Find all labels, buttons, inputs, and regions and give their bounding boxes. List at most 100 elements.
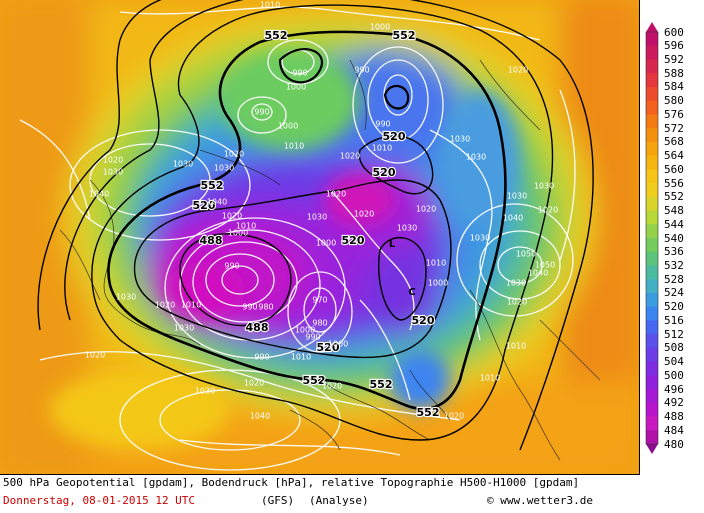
legend-swatch <box>646 224 658 239</box>
legend-outline <box>645 31 659 445</box>
pressure-label: 1000 <box>286 83 306 92</box>
pressure-label: 990 <box>354 66 369 75</box>
valid-date: Donnerstag, 08-01-2015 12 UTC <box>3 494 196 507</box>
pressure-label: 1010 <box>284 142 304 151</box>
legend-swatch <box>646 361 658 376</box>
legend-value: 500 <box>664 368 684 382</box>
pressure-label: 1010 <box>426 259 446 268</box>
pressure-label: 1020 <box>224 150 244 159</box>
pressure-label: 1000 <box>278 122 298 131</box>
legend-swatch <box>646 389 658 404</box>
caption: 500 hPa Geopotential [gpdam], Bodendruck… <box>0 475 704 513</box>
pressure-label: 1040 <box>207 198 227 207</box>
legend-swatch <box>646 86 658 102</box>
pressure-label: 1030 <box>307 213 327 222</box>
pressure-label: 1010 <box>291 353 311 362</box>
legend-arrow-down-icon <box>646 444 658 454</box>
pressure-label: 990 <box>242 303 257 312</box>
caption-info: Donnerstag, 08-01-2015 12 UTC (GFS) (Ana… <box>3 494 593 507</box>
low-marker: C <box>408 287 415 298</box>
pressure-label: 1030 <box>174 324 194 333</box>
legend-value: 592 <box>664 52 684 66</box>
isobars <box>19 6 576 471</box>
height-label: 552 <box>393 29 416 42</box>
pressure-label: 1030 <box>466 153 486 162</box>
run-type: (Analyse) <box>309 494 369 507</box>
coastlines <box>59 59 601 461</box>
height-label: 552 <box>370 378 393 391</box>
legend-value: 508 <box>664 341 684 355</box>
legend-swatch <box>646 128 658 143</box>
pressure-label: 990 <box>292 69 307 78</box>
height-label: 488 <box>200 234 223 247</box>
height-label: 488 <box>246 321 269 334</box>
legend-value: 556 <box>664 176 684 190</box>
legend-swatch <box>646 320 658 335</box>
legend-arrow-up-icon <box>646 22 658 32</box>
pressure-label: 1020 <box>538 206 558 215</box>
map-canvas: 552 552 552 520 520 520 520 520 520 488 488 552 552 5… <box>0 0 639 474</box>
height-label: 520 <box>317 341 340 354</box>
pressure-label: 1020 <box>508 66 528 75</box>
legend-swatch <box>646 141 658 157</box>
model-name: (GFS) <box>261 494 295 507</box>
legend-swatch <box>646 155 658 170</box>
legend-value: 600 <box>664 25 684 39</box>
legend-value: 572 <box>664 121 684 135</box>
height-label: 520 <box>373 166 396 179</box>
pressure-label: 1040 <box>250 412 270 421</box>
height-label: 552 <box>303 374 326 387</box>
height-label: 552 <box>265 29 288 42</box>
pressure-label: 1030 <box>116 293 136 302</box>
legend-swatch <box>646 238 658 253</box>
legend-bar <box>645 22 659 454</box>
height-labels: 552 552 552 520 520 520 520 520 520 488 488 552 552 5… <box>191 28 440 420</box>
pressure-label: 1030 <box>103 168 123 177</box>
pressure-label: 1010 <box>181 301 201 310</box>
pressure-label: 1020 <box>444 412 464 421</box>
pressure-label: 1020 <box>416 205 436 214</box>
legend-value: 580 <box>664 94 684 108</box>
pressure-label: 1030 <box>397 224 417 233</box>
legend-swatch <box>646 59 658 74</box>
legend-value: 560 <box>664 162 684 176</box>
pressure-label: 1020 <box>322 382 342 391</box>
legend-value: 576 <box>664 107 684 121</box>
pressure-label: 1010 <box>480 374 500 383</box>
legend-swatch <box>646 100 658 115</box>
legend-value: 588 <box>664 66 684 80</box>
pressure-label: 1010 <box>372 144 392 153</box>
low-markers: LC <box>389 239 416 298</box>
height-label: 552 <box>417 406 440 419</box>
legend-swatch <box>646 251 658 266</box>
pressure-label: 1030 <box>470 234 490 243</box>
legend-swatch <box>646 334 658 349</box>
legend-swatch <box>646 375 658 390</box>
pressure-label: 1000 <box>428 279 448 288</box>
color-legend: 600 596 592 588 584 580 576 572 568 564 560 556 552 5… <box>640 0 704 474</box>
copyright-link[interactable]: © www.wetter3.de <box>487 494 593 507</box>
legend-value: 488 <box>664 410 684 424</box>
legend-value: 480 <box>664 437 684 451</box>
legend-swatch <box>646 430 658 445</box>
map-panel: 552 552 552 520 520 520 520 520 520 488 488 552 552 5… <box>0 0 640 475</box>
legend-swatch <box>646 279 658 294</box>
pressure-label: 1000 <box>295 326 315 335</box>
legend-swatch <box>646 402 658 418</box>
legend-swatch <box>646 306 658 321</box>
pressure-label: 1010 <box>506 342 526 351</box>
pressure-label: 1020 <box>103 156 123 165</box>
pressure-label: 1020 <box>155 301 175 310</box>
pressure-label: 1010 <box>260 1 280 10</box>
pressure-label: 990 <box>375 120 390 129</box>
pressure-label: 1020 <box>340 152 360 161</box>
pressure-label: 1000 <box>316 239 336 248</box>
legend-swatch <box>646 114 658 129</box>
pressure-label: 1020 <box>354 210 374 219</box>
legend-value: 540 <box>664 231 684 245</box>
legend-value: 568 <box>664 135 684 149</box>
legend-value: 504 <box>664 355 684 369</box>
pressure-label: 1050 <box>516 250 536 259</box>
legend-swatch <box>646 196 658 212</box>
